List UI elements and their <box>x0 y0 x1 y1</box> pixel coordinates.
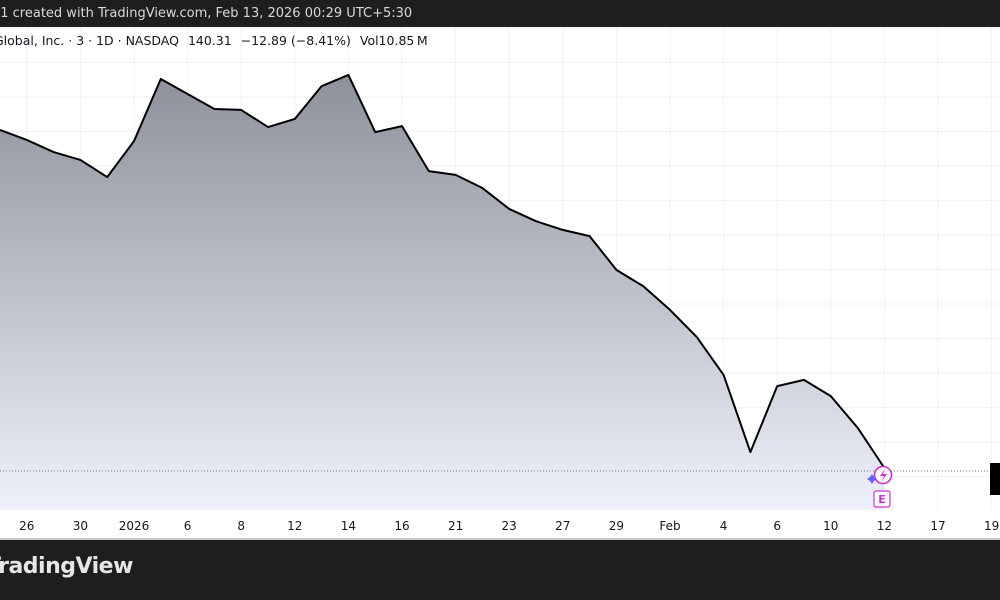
footer-bar: TradingView <box>0 540 1000 600</box>
price-change: −12.89 (−8.41%) <box>240 33 351 48</box>
x-tick-label: 16 <box>394 519 409 533</box>
x-tick-label: 2026 <box>119 519 150 533</box>
area-fill <box>0 74 885 510</box>
x-tick-label: 29 <box>609 519 624 533</box>
symbol-info: Global, Inc. · 3 · 1D · NASDAQ <box>0 33 179 48</box>
symbol-legend: Global, Inc. · 3 · 1D · NASDAQ 140.31 −1… <box>0 33 433 48</box>
lightning-glyph <box>880 469 887 482</box>
x-tick-label: 27 <box>555 519 570 533</box>
x-tick-label: 6 <box>184 519 192 533</box>
tradingview-logo: TradingView <box>0 554 133 579</box>
x-tick-label: 19 <box>984 519 999 533</box>
x-tick-label: 12 <box>287 519 302 533</box>
x-tick-label: 26 <box>19 519 34 533</box>
x-tick-label: 8 <box>237 519 245 533</box>
volume: Vol10.85 M <box>359 33 428 48</box>
x-tick-label: 17 <box>930 519 945 533</box>
x-tick-label: 21 <box>448 519 463 533</box>
x-tick-label: 6 <box>773 519 781 533</box>
caption-text: p1 created with TradingView.com, Feb 13,… <box>0 6 413 21</box>
sparkle-icon <box>867 474 877 484</box>
last-price-label <box>990 463 1000 495</box>
top-caption-bar: p1 created with TradingView.com, Feb 13,… <box>0 0 1000 27</box>
x-tick-label: 14 <box>341 519 356 533</box>
earnings-marker[interactable] <box>873 490 891 508</box>
x-tick-label: 30 <box>73 519 88 533</box>
earnings-label: E <box>878 493 886 506</box>
x-tick-label: 23 <box>502 519 517 533</box>
x-tick-label: 4 <box>720 519 728 533</box>
x-tick-label: 10 <box>823 519 838 533</box>
price-chart[interactable]: E 26 30 2026 6 8 12 14 16 21 23 27 29 Feb 4 6 10 12 17 19 <box>0 27 1000 538</box>
axis-separator <box>0 538 1000 540</box>
price-line <box>0 73 886 469</box>
last-price: 140.31 <box>187 33 232 48</box>
x-tick-label: 12 <box>877 519 892 533</box>
x-tick-label: Feb <box>659 519 680 533</box>
